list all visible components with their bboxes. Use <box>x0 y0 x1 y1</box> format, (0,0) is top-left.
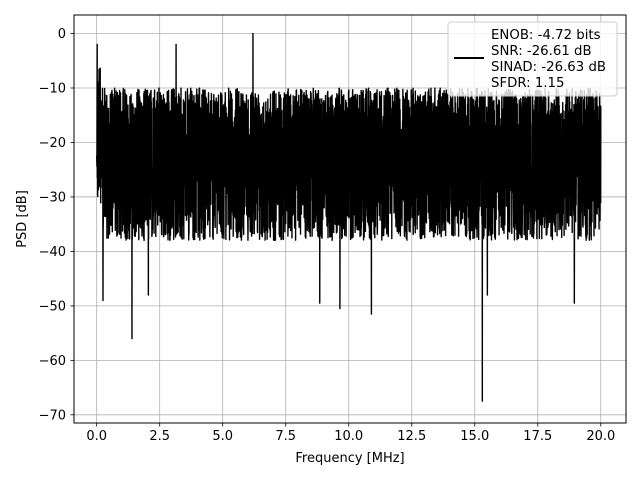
legend-entry-sfdr: SFDR: 1.15 <box>491 76 564 91</box>
x-tick-label: 15.0 <box>460 429 489 444</box>
y-tick-label: −30 <box>39 190 66 205</box>
axes-frame <box>73 14 627 424</box>
plot-area <box>95 32 602 402</box>
y-axis-label: PSD [dB] <box>15 190 30 248</box>
psd-series-line <box>95 32 602 402</box>
x-tick-label: 7.5 <box>275 429 296 444</box>
x-tick-label: 17.5 <box>523 429 552 444</box>
legend-entry-snr: SNR: -26.61 dB <box>491 44 592 59</box>
y-tick-label: −40 <box>39 245 66 260</box>
x-axis-label: Frequency [MHz] <box>295 451 404 466</box>
ticks: 0.0 2.5 5.0 7.5 10.0 12.5 15.0 17.5 20.0 0 −10 −20 −… <box>39 27 616 444</box>
y-tick-label: −20 <box>39 136 66 151</box>
x-tick-label: 5.0 <box>212 429 233 444</box>
x-tick-label: 2.5 <box>149 429 170 444</box>
y-tick-label: −70 <box>39 408 66 423</box>
legend-entry-sinad: SINAD: -26.63 dB <box>491 60 606 75</box>
x-tick-label: 12.5 <box>397 429 426 444</box>
legend-entry-enob: ENOB: -4.72 bits <box>491 28 601 43</box>
legend-box <box>447 21 618 97</box>
y-tick-label: −10 <box>39 81 66 96</box>
x-tick-label: 20.0 <box>586 429 615 444</box>
y-tick-label: 0 <box>58 27 66 42</box>
x-tick-label: 0.0 <box>86 429 107 444</box>
y-tick-label: −60 <box>39 354 66 369</box>
y-tick-label: −50 <box>39 299 66 314</box>
x-tick-label: 10.0 <box>334 429 363 444</box>
legend: ENOB: -4.72 bits SNR: -26.61 dB SINAD: -… <box>447 21 618 97</box>
